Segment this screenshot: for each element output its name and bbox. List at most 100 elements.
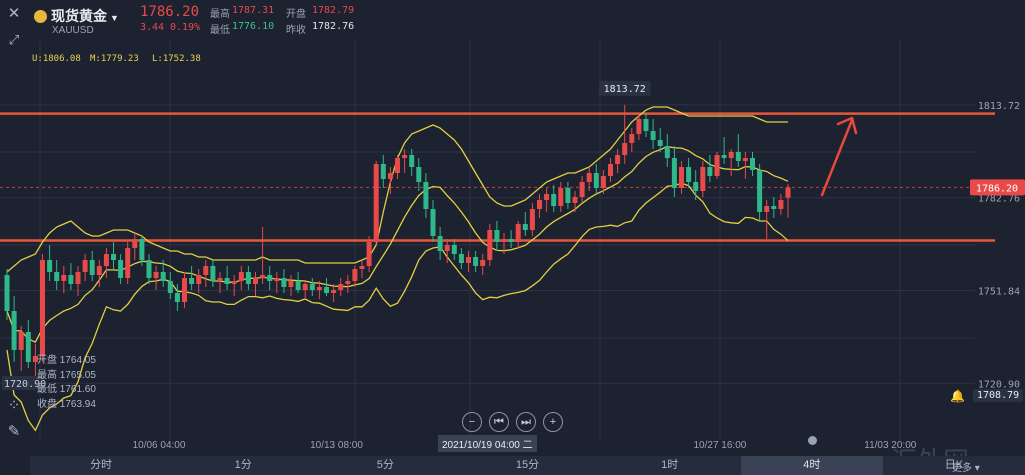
candle-body	[189, 278, 195, 284]
candle-body	[515, 224, 521, 242]
candle-body	[700, 167, 706, 191]
tab-15m[interactable]: 15分	[515, 459, 540, 471]
candle-body	[593, 173, 599, 188]
candle	[657, 128, 663, 152]
candlestick-series	[4, 104, 791, 380]
draw-pen-icon[interactable]: ✎	[7, 423, 21, 440]
candle-body	[466, 257, 471, 263]
candle	[132, 233, 138, 260]
y-tick-label: 1782.76	[978, 194, 1020, 205]
candle-body	[686, 167, 692, 182]
candle	[423, 173, 429, 218]
current-price: 1786.20	[140, 4, 200, 20]
more-menu[interactable]: 更多 ▾	[952, 463, 980, 474]
candle-body	[54, 272, 60, 281]
candle-body	[174, 293, 180, 302]
candle	[537, 194, 542, 218]
tab-1h[interactable]: 1时	[661, 459, 679, 471]
expand-icon[interactable]: ⤢	[8, 32, 20, 47]
candle	[146, 254, 152, 284]
candle-body	[352, 269, 358, 281]
tab-5m[interactable]: 5分	[376, 459, 394, 471]
candle-body	[416, 167, 422, 182]
candle	[671, 146, 677, 197]
candle	[295, 272, 301, 293]
candle	[4, 269, 10, 320]
candle-body	[331, 290, 337, 293]
y-tick-label: 1751.84	[978, 286, 1020, 297]
candle-body	[558, 188, 564, 206]
tab-4h[interactable]: 4时	[740, 456, 883, 475]
candle-body	[182, 278, 187, 302]
symbol-name: 现货黄金	[51, 8, 107, 24]
candle-body	[480, 260, 486, 266]
scroll-start-button[interactable]: ⏮	[489, 412, 509, 432]
symbol-header[interactable]: 现货黄金 ▼	[34, 6, 119, 26]
candle	[210, 260, 216, 287]
candle	[324, 278, 329, 296]
candle-body	[451, 245, 457, 254]
candle	[238, 266, 244, 290]
candle	[444, 239, 450, 263]
candle-body	[118, 260, 124, 278]
candle-body	[650, 131, 656, 140]
up-arrow-head	[836, 116, 858, 135]
candle-body	[750, 158, 755, 170]
candle	[480, 254, 486, 275]
candle-body	[437, 236, 443, 251]
candle	[11, 296, 17, 362]
candle-body	[139, 239, 145, 260]
candle	[458, 248, 464, 269]
chevron-down-icon[interactable]: ▼	[110, 13, 119, 23]
bell-icon[interactable]: 🔔	[950, 389, 965, 403]
candle	[508, 230, 514, 248]
candle-body	[245, 272, 251, 284]
scroll-end-button[interactable]: ⏭	[516, 412, 536, 432]
candle	[600, 170, 606, 194]
candle	[182, 272, 187, 308]
y-tick-label: 1720.90	[978, 379, 1020, 390]
candle-body	[487, 230, 493, 260]
candle-body	[771, 206, 777, 209]
candle-body	[764, 206, 770, 212]
alert-price[interactable]: 1708.79	[973, 389, 1024, 402]
popup-close: 收盘 1763.94	[37, 399, 96, 410]
candle-body	[544, 194, 550, 200]
candle-body	[402, 155, 408, 158]
candle-body	[295, 281, 301, 290]
candle-body	[622, 143, 628, 155]
candle-body	[153, 272, 159, 278]
candle-body	[778, 200, 784, 209]
candle-body	[380, 164, 386, 179]
candle-body	[608, 164, 613, 176]
candle-body	[735, 152, 741, 161]
candle-body	[103, 254, 109, 266]
indicator-icon[interactable]: ⁘	[7, 397, 21, 414]
candle-body	[572, 197, 578, 203]
close-icon[interactable]: ✕	[7, 5, 21, 22]
zoom-in-button[interactable]: +	[543, 412, 563, 432]
candle-body	[629, 134, 635, 143]
candle-body	[196, 275, 202, 284]
peak-label: 1813.72	[604, 84, 646, 95]
candle-body	[267, 275, 273, 281]
candle-body	[253, 278, 258, 284]
candle-body	[395, 158, 400, 173]
candle	[274, 272, 280, 293]
candle-body	[4, 275, 10, 311]
tab-tick[interactable]: 分时	[90, 459, 113, 471]
tab-1m[interactable]: 1分	[234, 459, 252, 471]
candle-body	[338, 284, 344, 290]
zoom-out-button[interactable]: −	[462, 412, 482, 432]
candle	[778, 194, 784, 215]
candle	[267, 266, 273, 290]
candle	[103, 248, 109, 278]
tab-daily[interactable]: 日K	[944, 459, 964, 471]
middle-band-line	[6, 145, 789, 344]
candle	[196, 269, 202, 293]
candle-body	[366, 242, 372, 266]
candle	[551, 185, 557, 212]
candle-body	[47, 260, 53, 272]
